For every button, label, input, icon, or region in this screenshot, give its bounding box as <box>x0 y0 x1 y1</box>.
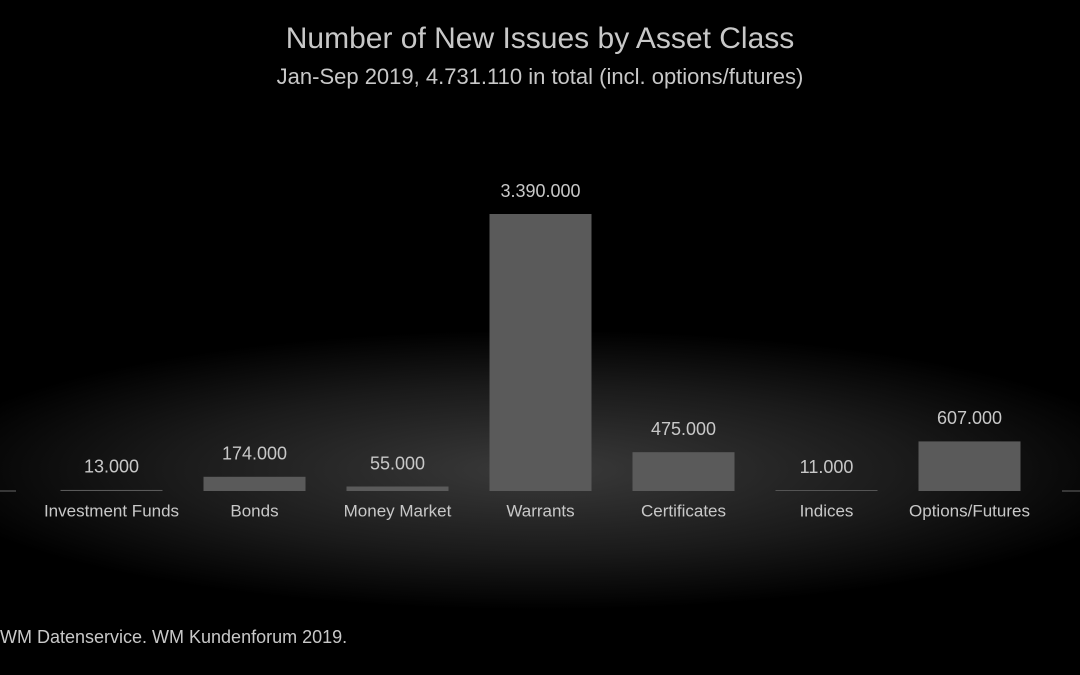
value-label: 174.000 <box>222 444 287 464</box>
x-tick-label: Money Market <box>344 501 452 520</box>
value-label: 13.000 <box>84 457 139 477</box>
x-tick-label: Investment Funds <box>44 501 179 520</box>
value-label: 607.000 <box>937 408 1002 428</box>
value-label: 11.000 <box>800 457 854 477</box>
bar <box>918 441 1021 491</box>
bar <box>632 452 735 491</box>
x-tick-label: Bonds <box>230 501 278 520</box>
bar <box>346 486 449 491</box>
chart-subtitle: Jan-Sep 2019, 4.731.110 in total (incl. … <box>277 64 804 89</box>
value-label: 55.000 <box>370 453 425 473</box>
x-tick-label: Indices <box>800 501 854 520</box>
value-label: 475.000 <box>651 419 716 439</box>
bar <box>775 490 878 491</box>
x-tick-label: Options/Futures <box>909 501 1030 520</box>
source-note: WM Datenservice. WM Kundenforum 2019. <box>0 627 347 647</box>
chart-title: Number of New Issues by Asset Class <box>286 22 795 55</box>
value-label: 3.390.000 <box>500 181 580 201</box>
bar <box>203 476 306 491</box>
x-tick-label: Certificates <box>641 501 726 520</box>
bar <box>60 489 163 491</box>
bar <box>489 214 592 491</box>
x-tick-label: Warrants <box>506 501 574 520</box>
